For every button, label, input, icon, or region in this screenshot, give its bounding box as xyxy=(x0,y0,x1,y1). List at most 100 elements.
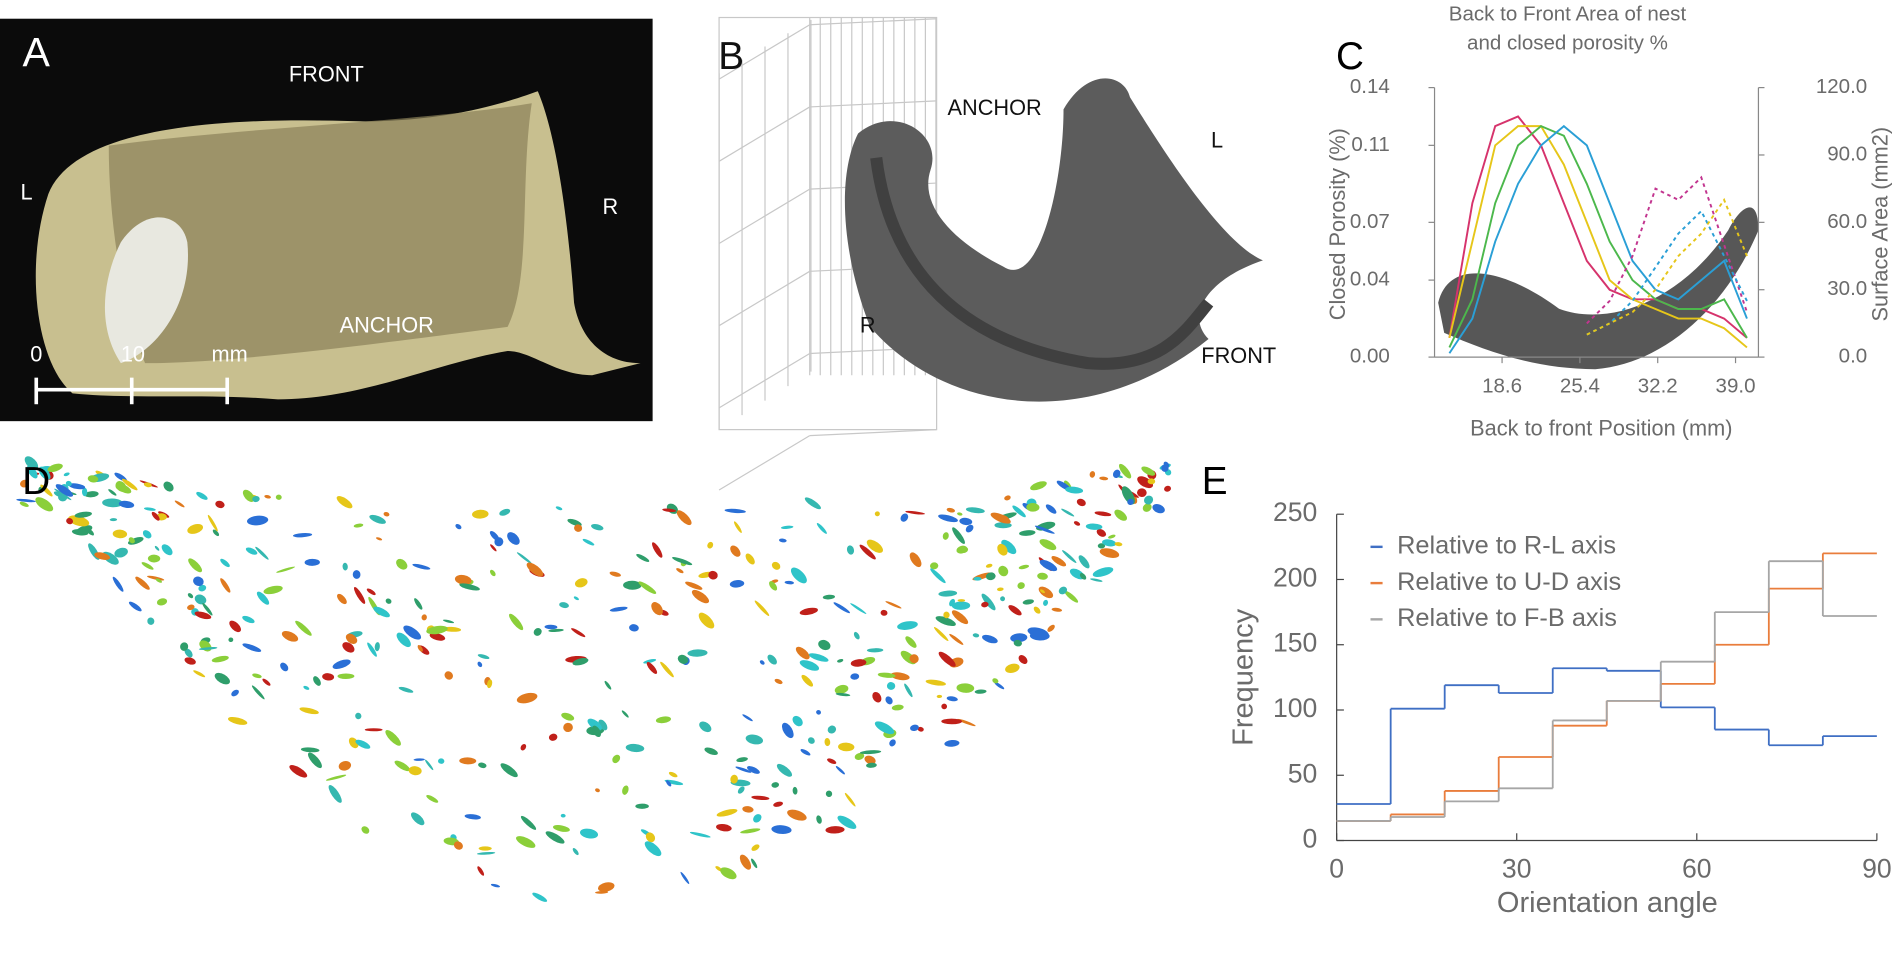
y-tick-label: 0.11 xyxy=(1351,133,1389,156)
pore xyxy=(889,739,896,747)
pore xyxy=(853,631,860,640)
pore xyxy=(544,624,558,630)
render-label: ANCHOR xyxy=(948,95,1042,120)
scale-bar xyxy=(34,377,230,405)
pore xyxy=(595,891,609,894)
y2-axis-label: Surface Area (mm2) xyxy=(1867,127,1892,322)
pore xyxy=(625,743,645,753)
pore xyxy=(1033,606,1041,614)
pore xyxy=(972,633,980,638)
pore xyxy=(597,882,615,892)
pore xyxy=(754,600,770,616)
pore xyxy=(846,545,855,555)
pore xyxy=(677,654,689,664)
pore xyxy=(68,483,86,490)
pore xyxy=(859,544,876,560)
pore xyxy=(801,674,814,687)
pore xyxy=(745,553,755,565)
pore xyxy=(163,481,174,492)
pore xyxy=(941,703,948,710)
pore xyxy=(245,547,258,555)
pore xyxy=(612,754,621,764)
pore xyxy=(55,484,74,497)
pore xyxy=(242,489,255,502)
pore xyxy=(322,673,335,681)
photo-label: FRONT xyxy=(289,61,364,86)
pore xyxy=(128,537,135,544)
pore xyxy=(560,813,566,818)
pore xyxy=(946,696,958,702)
pore xyxy=(880,609,888,616)
scale-label: 0 xyxy=(30,342,42,367)
pore xyxy=(486,679,493,689)
pore xyxy=(822,594,835,600)
pore xyxy=(1097,543,1106,549)
pore xyxy=(666,780,672,787)
pore xyxy=(413,758,425,761)
pore xyxy=(1112,469,1121,478)
pore xyxy=(396,632,411,648)
pore xyxy=(1142,503,1152,512)
pore xyxy=(951,601,971,610)
pore xyxy=(442,619,455,624)
pore xyxy=(489,531,500,542)
pore xyxy=(804,497,821,510)
pore xyxy=(771,782,780,788)
pore xyxy=(438,758,445,764)
pore xyxy=(135,576,150,590)
pore xyxy=(1161,464,1169,472)
pore xyxy=(499,508,511,516)
y-axis-label: Closed Porosity (%) xyxy=(1325,128,1350,320)
pore xyxy=(799,660,820,671)
pore xyxy=(477,654,490,660)
pore xyxy=(816,523,827,534)
pore xyxy=(256,591,270,605)
pore xyxy=(385,729,401,746)
pore xyxy=(20,479,29,488)
pore xyxy=(704,747,718,756)
pore xyxy=(965,507,985,514)
pore xyxy=(193,576,204,587)
pore xyxy=(767,654,777,665)
render-label: L xyxy=(1211,128,1223,153)
pore xyxy=(545,831,565,844)
y-axis-label: Frequency xyxy=(1227,608,1259,746)
pore xyxy=(655,716,672,724)
pore xyxy=(112,576,124,592)
pore xyxy=(844,792,856,807)
pore xyxy=(580,828,599,839)
pore xyxy=(412,563,431,570)
pore xyxy=(733,521,742,533)
pore xyxy=(651,602,663,616)
pore xyxy=(609,606,628,612)
x-tick-label: 60 xyxy=(1682,854,1712,884)
pore xyxy=(255,546,269,560)
pore xyxy=(417,644,423,652)
pore xyxy=(303,685,310,690)
pore xyxy=(304,558,320,566)
pore xyxy=(220,578,231,593)
pore xyxy=(84,491,99,498)
pore xyxy=(956,683,975,693)
pore xyxy=(595,788,600,793)
pore xyxy=(338,760,352,771)
pore xyxy=(352,570,361,579)
pore xyxy=(228,637,234,643)
pore xyxy=(833,602,850,614)
pore xyxy=(850,603,867,614)
pore xyxy=(354,587,366,604)
pore xyxy=(691,589,710,604)
pore xyxy=(622,785,629,795)
pore xyxy=(952,527,965,544)
pore xyxy=(784,580,794,585)
pore xyxy=(751,844,760,851)
pore xyxy=(516,552,532,564)
pore xyxy=(886,682,896,690)
pore xyxy=(742,806,754,813)
pore xyxy=(154,545,160,551)
pore xyxy=(220,558,230,568)
pore xyxy=(941,718,963,725)
pore xyxy=(1064,590,1079,603)
pore xyxy=(68,515,90,527)
pore xyxy=(300,747,320,753)
